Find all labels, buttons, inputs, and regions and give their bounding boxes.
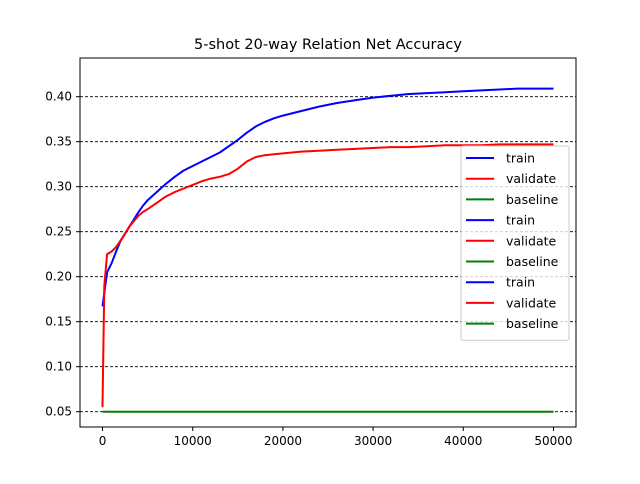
y-tick-label: 0.20 xyxy=(45,270,72,284)
x-tick-label: 20000 xyxy=(264,434,302,448)
y-tick-label: 0.10 xyxy=(45,360,72,374)
legend-label-validate: validate xyxy=(506,233,556,248)
legend-box xyxy=(460,145,570,341)
legend-label-baseline: baseline xyxy=(506,316,559,331)
legend-label-baseline: baseline xyxy=(506,192,559,207)
y-tick-label: 0.40 xyxy=(45,90,72,104)
legend-label-validate: validate xyxy=(506,171,556,186)
chart-title: 5-shot 20-way Relation Net Accuracy xyxy=(194,37,462,53)
legend-label-train: train xyxy=(506,275,535,290)
legend-label-train: train xyxy=(506,151,535,166)
legend: train validate baseline train validate baseli… xyxy=(460,145,570,341)
x-tick-label: 40000 xyxy=(444,434,482,448)
legend-label-baseline: baseline xyxy=(506,254,559,269)
legend-label-train: train xyxy=(506,213,535,228)
y-tick-label: 0.25 xyxy=(45,225,72,239)
series-line-validate xyxy=(101,143,554,408)
x-tick-label: 50000 xyxy=(534,434,572,448)
x-tick-label: 0 xyxy=(99,434,107,448)
y-tick-label: 0.15 xyxy=(45,315,72,329)
x-tick-label: 30000 xyxy=(354,434,392,448)
tick-layer: 0.05 0.10 0.15 0.20 0.25 0.30 0.35 0.40 0 10000 20… xyxy=(45,90,572,448)
y-tick-label: 0.05 xyxy=(45,405,72,419)
y-tick-label: 0.35 xyxy=(45,135,72,149)
y-tick-label: 0.30 xyxy=(45,180,72,194)
plot-frame xyxy=(79,57,577,428)
legend-label-validate: validate xyxy=(506,295,556,310)
x-tick-label: 10000 xyxy=(174,434,212,448)
series-layer xyxy=(101,87,554,413)
